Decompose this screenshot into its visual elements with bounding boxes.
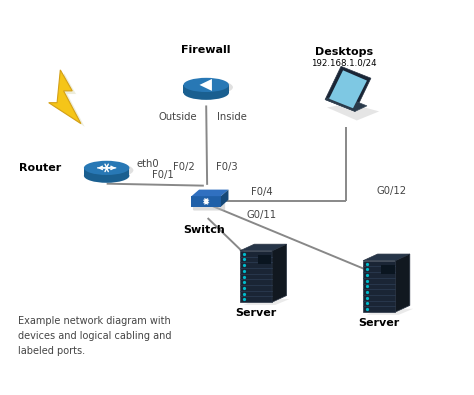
Text: F0/2: F0/2: [173, 162, 194, 172]
Polygon shape: [325, 66, 371, 111]
Polygon shape: [183, 85, 229, 93]
Polygon shape: [325, 94, 367, 111]
Text: G0/11: G0/11: [246, 210, 277, 220]
Text: 192.168.1.0/24: 192.168.1.0/24: [311, 59, 376, 68]
Text: Server: Server: [235, 308, 277, 318]
Ellipse shape: [183, 86, 229, 100]
Text: Desktops: Desktops: [315, 47, 373, 57]
Ellipse shape: [84, 169, 129, 183]
Text: Example network diagram with
devices and logical cabling and
labeled ports.: Example network diagram with devices and…: [18, 316, 172, 356]
Text: Server: Server: [358, 318, 400, 328]
Polygon shape: [240, 244, 287, 251]
Text: Inside: Inside: [217, 112, 247, 122]
Text: Switch: Switch: [183, 225, 225, 235]
Text: Firewall: Firewall: [182, 45, 231, 55]
Polygon shape: [363, 254, 410, 261]
Ellipse shape: [185, 80, 233, 95]
Polygon shape: [363, 261, 395, 312]
Ellipse shape: [183, 78, 229, 92]
Polygon shape: [191, 196, 221, 207]
Ellipse shape: [86, 163, 133, 178]
Polygon shape: [381, 265, 395, 274]
Text: F0/4: F0/4: [251, 187, 273, 197]
Polygon shape: [272, 244, 287, 302]
Polygon shape: [329, 70, 367, 108]
Polygon shape: [200, 79, 212, 91]
Text: Router: Router: [19, 163, 62, 173]
Polygon shape: [243, 299, 290, 305]
Polygon shape: [327, 103, 379, 120]
Text: F0/3: F0/3: [216, 162, 237, 172]
Polygon shape: [366, 309, 413, 315]
FancyBboxPatch shape: [193, 197, 225, 211]
Text: G0/12: G0/12: [377, 186, 407, 196]
Text: F0/1: F0/1: [152, 170, 173, 180]
Polygon shape: [49, 70, 81, 124]
Text: eth0: eth0: [136, 159, 159, 169]
Polygon shape: [191, 190, 228, 196]
Text: Outside: Outside: [158, 112, 197, 122]
Polygon shape: [84, 168, 129, 176]
Polygon shape: [240, 251, 272, 302]
Polygon shape: [221, 190, 228, 207]
Polygon shape: [53, 73, 85, 127]
Polygon shape: [257, 255, 272, 264]
Polygon shape: [395, 254, 410, 312]
Ellipse shape: [84, 161, 129, 175]
